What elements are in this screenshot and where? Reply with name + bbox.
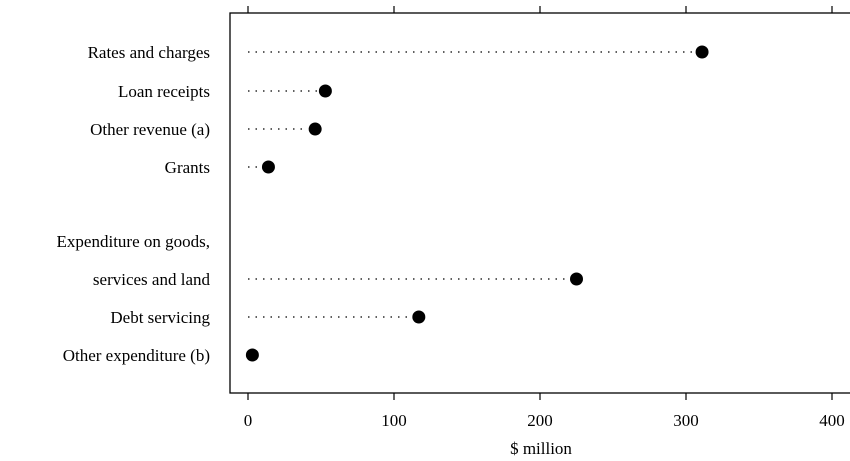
x-tick-label: 200 (527, 411, 553, 430)
data-point (318, 84, 332, 98)
data-point (695, 45, 709, 59)
x-tick-label: 0 (244, 411, 253, 430)
top-axis-ticks (247, 6, 833, 13)
data-point (245, 348, 259, 362)
category-label: Other revenue (a) (90, 120, 210, 139)
guide-lines (248, 51, 695, 318)
bottom-axis-ticks (247, 393, 833, 400)
data-point (570, 272, 583, 286)
category-label: Grants (165, 158, 210, 177)
data-point (261, 160, 275, 174)
category-label: Other expenditure (b) (63, 346, 210, 365)
category-label: Expenditure on goods, (57, 232, 210, 251)
x-tick-label: 100 (381, 411, 407, 430)
category-label: Debt servicing (110, 308, 210, 327)
x-tick-label: 400 (819, 411, 845, 430)
data-point (412, 310, 426, 324)
x-tick-label: 300 (673, 411, 699, 430)
x-axis-title: $ million (510, 439, 572, 458)
category-label: Loan receipts (118, 82, 210, 101)
plot-frame (229, 12, 850, 394)
category-label: Rates and charges (88, 43, 210, 62)
category-label: services and land (93, 270, 211, 289)
data-points (245, 45, 709, 362)
data-point (308, 122, 322, 136)
category-labels: Rates and charges Loan receipts Other reve… (57, 43, 211, 365)
x-tick-labels: 0 100 200 300 400 (244, 411, 845, 430)
